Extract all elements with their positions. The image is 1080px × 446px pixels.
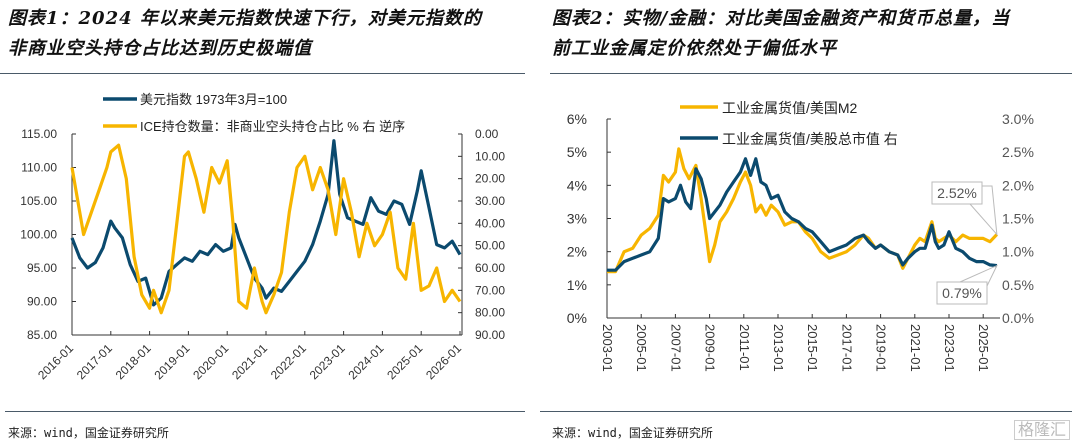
chart1-series-line-dxy	[70, 139, 462, 307]
chart1-source: 来源：wind，国金证券研究所	[8, 426, 169, 440]
chart1-x-tick-label: 2023-01	[307, 341, 348, 382]
chart1-right-tick-label: 80.00	[475, 306, 505, 320]
chart2-callout-label-equity: 0.79%	[942, 285, 982, 301]
chart2-left-tick-label: 6%	[567, 111, 587, 127]
chart2-callout-pointer-m2	[969, 185, 998, 236]
chart1-legend-label-dxy: 美元指数 1973年3月=100	[140, 92, 287, 107]
chart2-left-tick-label: 2%	[567, 244, 587, 260]
chart1-left-tick-label: 115.00	[21, 127, 57, 141]
chart1-left-tick-label: 95.00	[27, 261, 57, 275]
chart2-left-tick-label: 4%	[567, 177, 587, 193]
chart1-x-tick-label: 2026-01	[423, 341, 464, 382]
chart1-right-tick-label: 90.00	[475, 328, 505, 342]
chart2-right-tick-label: 3.0%	[1002, 111, 1034, 127]
chart2-callout-pointer-equity	[959, 264, 998, 287]
chart1-right-tick-label: 60.00	[475, 261, 505, 275]
chart2-callout-box-m2	[931, 181, 983, 205]
chart2-x-tick-label: 2009-01	[703, 324, 718, 372]
chart2-title-rule	[550, 73, 1072, 74]
chart1-x-tick-label: 2016-01	[35, 341, 76, 382]
chart2-x-tick-label: 2021-01	[908, 324, 923, 372]
chart1-x-tick-label: 2021-01	[229, 341, 270, 382]
chart2-footer-rule	[540, 411, 1072, 412]
chart1-left-tick-label: 100.00	[20, 228, 57, 242]
chart1-x-tick-label: 2024-01	[345, 341, 386, 382]
chart2-title-line1: 图表2：实物/金融：对比美国金融资产和货币总量，当	[552, 8, 1011, 29]
chart1-footer-rule	[5, 411, 525, 412]
chart1-right-tick-label: 20.00	[475, 172, 505, 186]
chart2-legend-label-equity: 工业金属货值/美股总市值 右	[722, 131, 898, 147]
chart1-x-tick-label: 2017-01	[74, 341, 115, 382]
chart2-left-tick-label: 1%	[567, 277, 587, 293]
chart2-x-tick-label: 2011-01	[737, 324, 752, 371]
chart2: 6% 5% 4% 3% 2% 1% 0% 3.0% 2.5% 2.0% 1.5% 1.0% 0.5% 0.…	[567, 100, 1034, 372]
chart1-right-tick-label: 10.00	[475, 149, 505, 163]
chart1-x-tick-label: 2022-01	[268, 341, 309, 382]
chart1-left-tick-label: 105.00	[20, 194, 57, 208]
chart2-right-tick-label: 0.0%	[1002, 310, 1034, 326]
chart1-right-tick-label: 50.00	[475, 239, 505, 253]
watermark-logo: 格隆汇	[1013, 420, 1070, 440]
chart1-legend-label-ice: ICE持仓数量：非商业空头持仓占比 % 右 逆序	[140, 119, 405, 134]
chart1: 115.00 110.00 105.00 100.00 95.00 90.00 85.00 0…	[20, 92, 505, 382]
chart2-right-tick-label: 2.5%	[1002, 144, 1034, 160]
chart1-right-tick-label: 70.00	[475, 283, 505, 297]
chart2-source: 来源：wind，国金证券研究所	[552, 426, 713, 440]
chart2-x-tick-label: 2015-01	[805, 324, 820, 372]
chart2-legend-label-m2: 工业金属货值/美国M2	[722, 100, 858, 116]
chart2-right-tick-label: 0.5%	[1002, 277, 1034, 293]
chart2-x-tick-label: 2019-01	[874, 324, 889, 372]
chart2-x-tick-label: 2025-01	[976, 324, 991, 372]
chart1-left-tick-label: 110.00	[21, 161, 57, 175]
chart2-right-tick-label: 1.5%	[1002, 211, 1034, 227]
chart1-x-tick-label: 2018-01	[113, 341, 154, 382]
chart1-right-tick-label: 0.00	[475, 127, 499, 141]
chart2-series-line-metal-m2	[607, 147, 999, 274]
chart2-callout-box-equity	[936, 281, 988, 305]
chart1-left-tick-label: 85.00	[27, 328, 57, 342]
chart2-x-tick-label: 2003-01	[600, 324, 615, 372]
chart1-x-tick-label: 2019-01	[151, 341, 192, 382]
chart2-x-tick-label: 2005-01	[634, 324, 649, 372]
chart1-right-tick-label: 30.00	[475, 194, 505, 208]
chart2-right-tick-label: 2.0%	[1002, 177, 1034, 193]
chart1-x-tick-label: 2025-01	[384, 341, 425, 382]
chart2-left-tick-label: 3%	[567, 211, 587, 227]
chart2-right-tick-label: 1.0%	[1002, 244, 1034, 260]
chart2-x-tick-label: 2013-01	[771, 324, 786, 372]
chart1-title-line1: 图表1：2024 年以来美元指数快速下行，对美元指数的	[8, 8, 482, 29]
chart2-callout-label-m2: 2.52%	[937, 185, 977, 201]
chart2-x-tick-label: 2017-01	[839, 324, 854, 372]
chart2-x-tick-label: 2007-01	[668, 324, 683, 372]
chart1-left-tick-label: 90.00	[27, 295, 57, 309]
chart2-left-tick-label: 5%	[567, 144, 587, 160]
chart2-title-line2: 前工业金属定价依然处于偏低水平	[552, 38, 837, 59]
chart2-left-tick-label: 0%	[567, 310, 587, 326]
chart1-title-line2: 非商业空头持仓占比达到历史极端值	[8, 38, 312, 59]
chart1-title-rule	[0, 73, 525, 74]
chart1-series-line-ice-short	[70, 143, 462, 315]
chart1-right-tick-label: 40.00	[475, 216, 505, 230]
chart2-x-tick-label: 2023-01	[942, 324, 957, 372]
chart2-series-line-metal-equity	[607, 157, 998, 272]
chart1-x-tick-label: 2020-01	[190, 341, 231, 382]
